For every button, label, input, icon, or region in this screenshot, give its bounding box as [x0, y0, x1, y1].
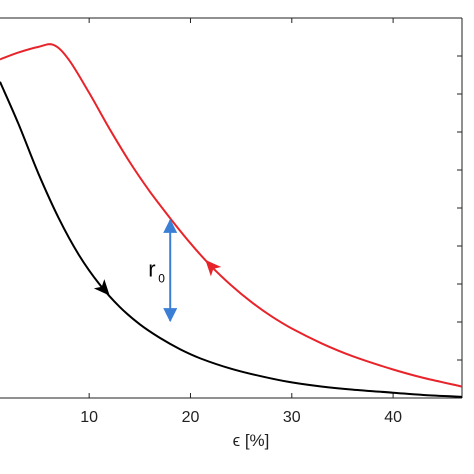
x-tick-label: 40 — [384, 409, 402, 426]
r0-label: r — [148, 257, 155, 282]
x-tick-label: 10 — [80, 409, 98, 426]
plot-area: 10 20 30 40 r 0 — [0, 17, 463, 426]
x-axis-label: ϵ [%] — [233, 431, 270, 450]
black-series-line — [0, 81, 463, 398]
red-series-line — [0, 43, 463, 388]
x-tick-label: 20 — [182, 409, 200, 426]
r0-label-subscript: 0 — [158, 272, 165, 286]
black-direction-arrow — [93, 279, 110, 296]
x-tick-label: 30 — [283, 409, 301, 426]
red-direction-arrow — [205, 259, 222, 277]
